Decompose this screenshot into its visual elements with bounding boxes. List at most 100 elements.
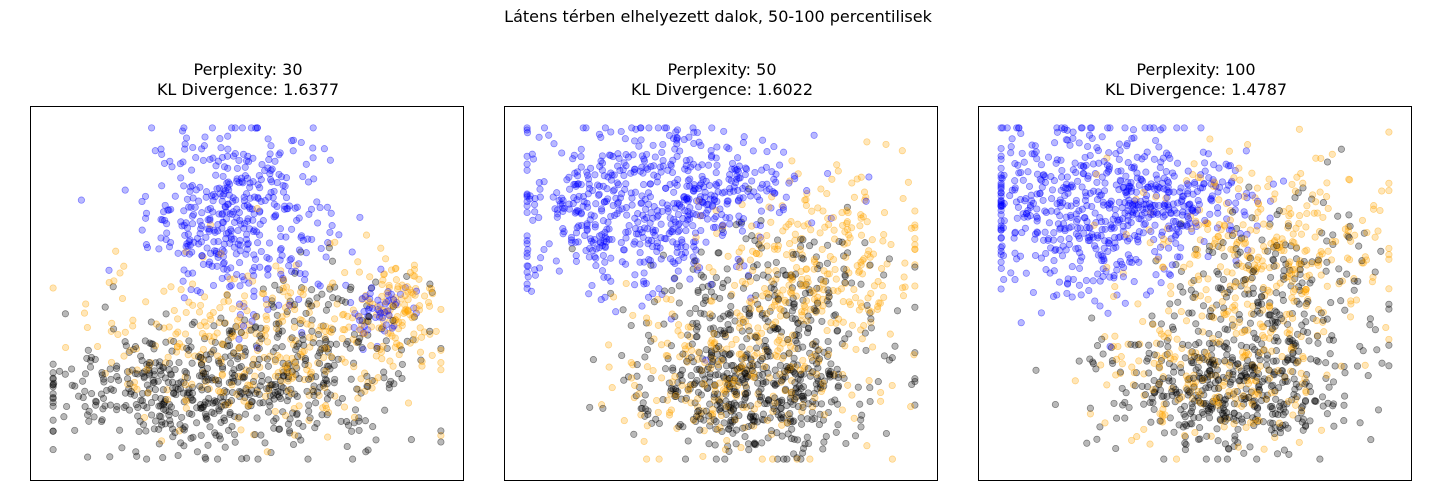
- scatter-point-orange: [655, 455, 663, 463]
- scatter-point-orange: [182, 404, 190, 412]
- scatter-point-blue: [615, 154, 623, 162]
- scatter-point-black: [790, 300, 798, 308]
- scatter-point-black: [313, 294, 321, 302]
- scatter-point-blue: [640, 277, 648, 285]
- scatter-point-blue: [613, 210, 621, 218]
- scatter-point-blue: [360, 322, 368, 331]
- scatter-point-black: [329, 325, 337, 334]
- scatter-point-orange: [110, 277, 118, 285]
- scatter-point-black: [134, 412, 142, 420]
- scatter-point-black: [782, 385, 790, 393]
- scatter-point-blue: [577, 210, 585, 218]
- scatter-point-blue: [997, 224, 1005, 232]
- scatter-point-orange: [242, 387, 250, 395]
- scatter-point-blue: [1223, 186, 1231, 194]
- scatter-point-blue: [690, 181, 698, 189]
- scatter-point-orange: [880, 209, 889, 217]
- scatter-point-orange: [164, 353, 172, 361]
- scatter-point-blue: [1085, 286, 1093, 295]
- scatter-point-orange: [869, 343, 877, 351]
- scatter-point-black: [1244, 261, 1252, 269]
- scatter-point-black: [314, 330, 323, 339]
- scatter-point-orange: [279, 317, 287, 325]
- scatter-point-blue: [531, 271, 539, 279]
- scatter-point-blue: [241, 220, 249, 228]
- scatter-point-blue: [824, 169, 832, 178]
- scatter-point-blue: [601, 258, 609, 266]
- scatter-point-orange: [250, 431, 258, 439]
- scatter-point-black: [172, 383, 180, 391]
- scatter-point-black: [265, 384, 273, 392]
- scatter-point-black: [316, 383, 324, 391]
- scatter-point-black: [198, 372, 206, 380]
- scatter-point-blue: [681, 165, 689, 173]
- scatter-point-orange: [800, 281, 808, 290]
- scatter-point-blue: [636, 249, 644, 257]
- scatter-point-black: [721, 404, 729, 412]
- scatter-point-blue: [208, 192, 216, 200]
- scatter-point-blue: [275, 170, 283, 178]
- scatter-point-orange: [781, 387, 789, 395]
- scatter-point-orange: [810, 265, 818, 273]
- scatter-point-black: [814, 346, 822, 355]
- scatter-point-orange: [237, 328, 246, 336]
- scatter-point-black: [355, 417, 363, 425]
- scatter-point-blue: [671, 218, 679, 226]
- scatter-point-orange: [749, 247, 757, 255]
- scatter-point-orange: [664, 352, 672, 360]
- scatter-point-blue: [233, 175, 241, 183]
- scatter-point-black: [1329, 231, 1337, 239]
- scatter-point-orange: [199, 253, 207, 261]
- scatter-point-black: [210, 346, 218, 354]
- scatter-point-blue: [387, 290, 395, 298]
- scatter-point-black: [1246, 319, 1254, 327]
- scatter-point-orange: [62, 343, 70, 352]
- scatter-point-black: [771, 381, 779, 389]
- scatter-point-orange: [768, 277, 776, 285]
- scatter-point-black: [787, 366, 795, 374]
- scatter-point-orange: [341, 326, 349, 334]
- scatter-point-blue: [696, 181, 704, 189]
- scatter-point-orange: [1194, 173, 1202, 182]
- scatter-point-black: [802, 280, 810, 288]
- scatter-point-orange: [283, 366, 292, 374]
- scatter-point-orange: [741, 280, 749, 288]
- scatter-point-orange: [369, 300, 377, 308]
- scatter-point-black: [49, 360, 57, 368]
- scatter-point-black: [261, 439, 269, 447]
- scatter-point-black: [241, 373, 249, 381]
- scatter-point-blue: [598, 242, 606, 250]
- scatter-point-orange: [277, 267, 285, 275]
- scatter-point-black: [1179, 340, 1187, 348]
- scatter-point-orange: [118, 294, 127, 303]
- scatter-point-orange: [320, 353, 328, 362]
- scatter-point-orange: [803, 265, 811, 273]
- scatter-point-orange: [287, 289, 295, 297]
- scatter-point-orange: [832, 319, 840, 327]
- scatter-point-black: [742, 375, 750, 383]
- scatter-point-black: [803, 433, 811, 441]
- scatter-point-blue: [1047, 173, 1055, 181]
- scatter-point-orange: [326, 283, 334, 291]
- scatter-point-black: [150, 378, 158, 386]
- scatter-point-orange: [739, 403, 747, 412]
- scatter-point-blue: [709, 223, 718, 232]
- scatter-point-orange: [662, 351, 670, 360]
- scatter-point-black: [728, 361, 736, 370]
- scatter-point-orange: [879, 237, 887, 245]
- scatter-point-orange: [787, 275, 795, 283]
- scatter-point-orange: [663, 339, 672, 347]
- scatter-point-blue: [240, 276, 248, 284]
- scatter-point-black: [792, 330, 800, 339]
- scatter-point-blue: [612, 308, 620, 316]
- scatter-point-black: [181, 423, 189, 431]
- scatter-point-blue: [295, 295, 303, 303]
- scatter-point-black: [293, 342, 301, 350]
- scatter-point-blue: [1115, 140, 1123, 148]
- scatter-point-blue: [642, 205, 650, 213]
- scatter-point-black: [726, 385, 734, 393]
- scatter-point-blue: [209, 154, 217, 162]
- scatter-point-black: [834, 400, 842, 408]
- scatter-point-blue: [220, 259, 228, 267]
- scatter-point-black: [167, 420, 175, 428]
